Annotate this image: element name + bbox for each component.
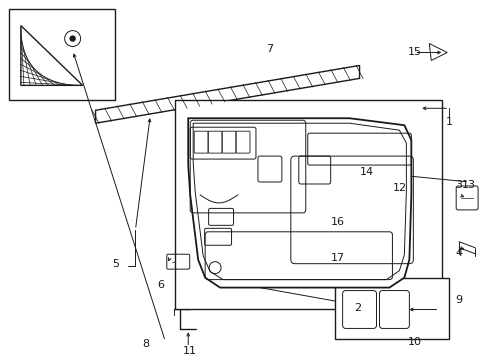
Text: 11: 11 [183,346,197,356]
Text: 8: 8 [142,339,149,349]
Bar [334,278,448,339]
Text: 1: 1 [445,117,452,127]
Text: 10: 10 [407,337,421,347]
Polygon shape [95,66,359,123]
Text: 2: 2 [353,302,360,312]
Bar [175,100,441,310]
Circle shape [70,36,75,41]
Bar [9,9,115,100]
Text: 6: 6 [157,280,163,289]
Text: 13: 13 [461,180,475,190]
Text: 15: 15 [407,48,421,58]
Text: 4: 4 [455,248,462,258]
Text: 3: 3 [455,180,462,190]
Polygon shape [21,26,82,85]
Text: 5: 5 [112,259,119,269]
Polygon shape [188,118,410,288]
Text: 16: 16 [330,217,344,227]
Text: 7: 7 [266,44,273,54]
Text: 17: 17 [330,253,344,263]
Text: 14: 14 [359,167,373,177]
Text: 12: 12 [391,183,406,193]
Text: 9: 9 [455,294,462,305]
